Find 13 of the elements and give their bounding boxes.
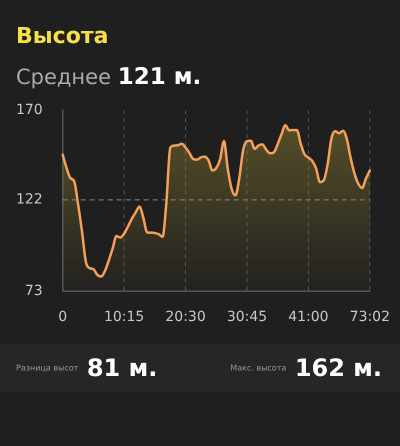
y-tick-label: 122 <box>16 192 43 208</box>
x-tick-label: 73:02 <box>350 309 390 326</box>
y-tick-label: 170 <box>16 102 43 118</box>
text: Макс. высота 162 м. <box>230 354 382 382</box>
x-tick-label: 0 <box>58 309 68 326</box>
chart-title: Высота <box>16 24 108 49</box>
x-tick-label: 41:00 <box>288 309 329 326</box>
x-tick-label: 20:30 <box>165 309 206 326</box>
y-tick-label: 73 <box>24 282 43 299</box>
text: Разница высот 81 м. <box>16 354 158 382</box>
x-tick-label: 10:15 <box>104 309 144 326</box>
chart-subtitle: Среднее 121 м. <box>16 64 202 90</box>
x-tick-label: 30:45 <box>226 309 268 326</box>
